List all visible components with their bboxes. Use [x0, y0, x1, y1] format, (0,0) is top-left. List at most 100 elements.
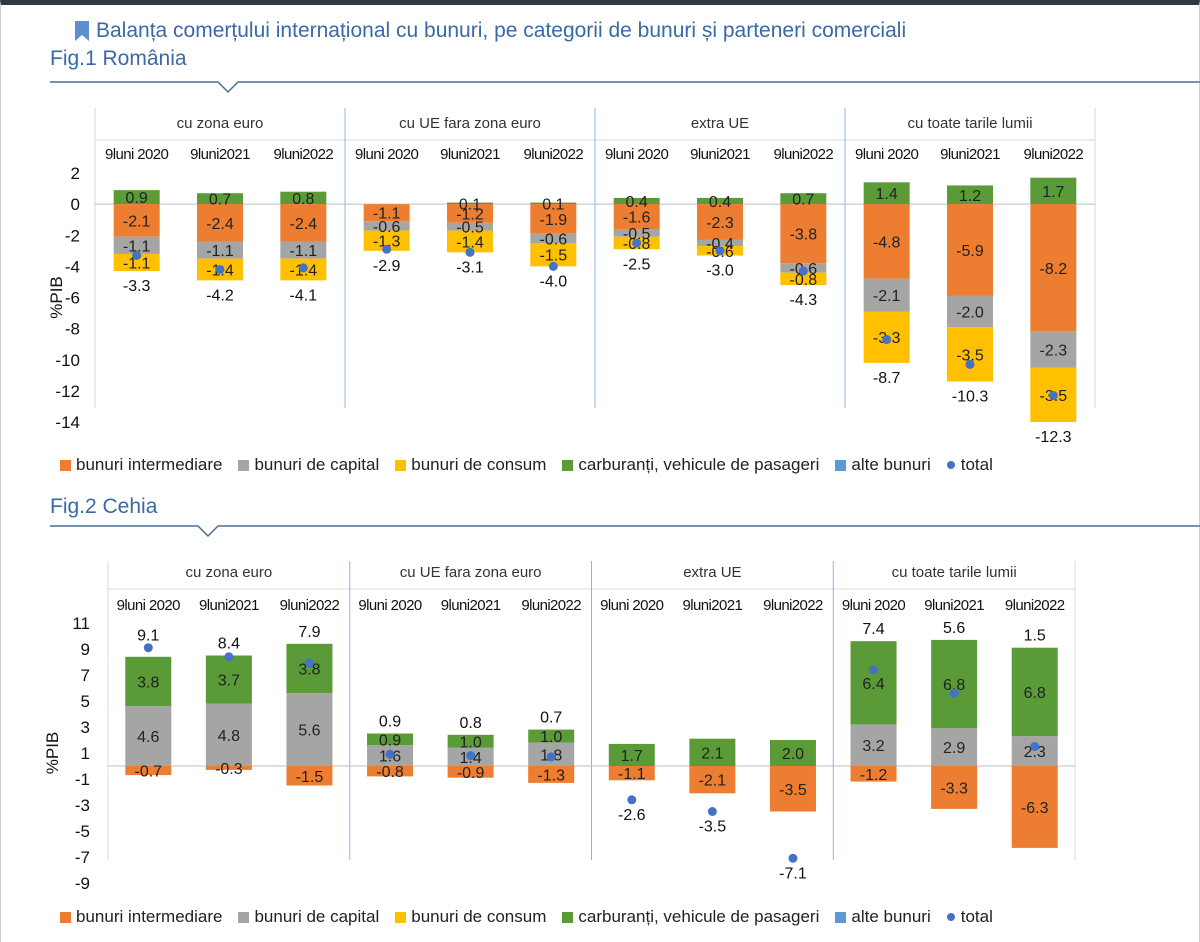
legend-label: alte bunuri — [851, 907, 931, 926]
group-header: cu UE fara zona euro — [399, 115, 541, 132]
period-label: 9luni2021 — [440, 146, 500, 163]
bar-segment-carburanti — [528, 729, 575, 743]
total-marker — [869, 665, 879, 675]
bar-segment-bunuri_intermediare — [447, 766, 494, 778]
total-label: -4.0 — [540, 273, 568, 290]
y-tick-label: 2 — [71, 164, 80, 183]
total-label: -3.5 — [699, 819, 727, 836]
data-label: -0.6 — [540, 231, 568, 248]
legend-swatch — [835, 911, 847, 923]
bar-segment-bunuri_intermediare — [697, 204, 743, 240]
bar-segment-carburanti — [863, 182, 910, 205]
period-label: 9luni2022 — [1023, 146, 1083, 163]
y-tick-label: 11 — [72, 614, 90, 633]
legend-swatch — [60, 911, 71, 923]
bar-segment-carburanti — [1030, 177, 1077, 205]
data-label: -8.2 — [1040, 261, 1068, 278]
data-label: 0.9 — [126, 190, 148, 207]
legend-item-bunuri_intermediare: bunuri intermediare — [60, 907, 222, 927]
y-axis-label: %PIB — [43, 732, 62, 775]
legend-romania: bunuri intermediare bunuri de capital bunu… — [60, 455, 1009, 475]
legend-label: bunuri intermediare — [76, 907, 223, 926]
legend-item-total: total — [946, 455, 993, 475]
bar-segment-bunuri_de_capital — [530, 233, 577, 244]
data-label: -0.8 — [376, 764, 404, 781]
legend-label: bunuri de consum — [411, 907, 547, 926]
data-label: 2.9 — [943, 740, 965, 757]
total-label: 1.5 — [1024, 628, 1046, 645]
figure-2-rule — [50, 525, 1200, 538]
total-marker — [132, 250, 142, 260]
data-label: -2.3 — [1040, 343, 1068, 360]
figure-2-label: Fig.2 Cehia — [50, 495, 158, 518]
bar-segment-carburanti — [205, 655, 252, 704]
legend-label: total — [960, 907, 993, 926]
total-label: -2.9 — [373, 258, 401, 275]
data-label: 3.8 — [137, 675, 159, 692]
data-label: -0.9 — [457, 765, 485, 782]
data-label: -3.5 — [779, 782, 807, 799]
legend-swatch — [395, 459, 407, 471]
chart-cehia: cu zona euro cu UE fara zona euro extra UE… — [43, 561, 1076, 893]
total-marker — [143, 643, 153, 653]
bar-segment-carburanti — [280, 191, 327, 205]
legend-cehia: bunuri intermediare bunuri de capital bunu… — [60, 907, 1009, 927]
legend-item-alte_bunuri: alte bunuri — [835, 907, 931, 927]
data-label: -2.1 — [873, 288, 901, 305]
period-label: 9luni2021 — [683, 597, 743, 614]
data-label: 0.8 — [292, 191, 314, 208]
total-marker — [385, 749, 395, 759]
legend-label: bunuri de consum — [411, 455, 547, 474]
data-label: -1.5 — [540, 248, 568, 265]
legend-label: bunuri intermediare — [76, 455, 223, 474]
data-label: 0.9 — [379, 732, 401, 749]
total-label: -3.1 — [456, 259, 484, 276]
bar-segment-bunuri_intermediare — [286, 766, 333, 786]
total-label: -8.7 — [873, 370, 901, 387]
bar-segment-bunuri_intermediare — [863, 204, 910, 279]
data-label: -0.6 — [373, 219, 401, 236]
total-label: -2.5 — [623, 256, 651, 273]
period-label: 9luni2022 — [273, 146, 333, 163]
total-marker — [466, 751, 476, 761]
data-label: 4.8 — [218, 728, 240, 745]
data-label: -1.1 — [373, 206, 401, 223]
bar-segment-bunuri_de_capital — [931, 728, 978, 766]
bar-segment-carburanti — [447, 202, 493, 205]
data-label: -1.3 — [537, 767, 565, 784]
total-label: 9.1 — [137, 628, 159, 645]
y-tick-label: -12 — [55, 382, 80, 401]
data-label: -1.4 — [456, 234, 484, 251]
total-label: 8.4 — [218, 636, 240, 653]
total-marker — [627, 795, 637, 805]
period-label: 9luni 2020 — [855, 146, 918, 163]
bar-segment-bunuri_intermediare — [780, 204, 827, 264]
bar-segment-bunuri_de_consum — [780, 272, 827, 286]
period-label: 9luni2021 — [190, 146, 250, 163]
y-tick-label: -10 — [55, 351, 80, 370]
bar-segment-carburanti — [113, 190, 160, 205]
data-label: -1.2 — [860, 767, 888, 784]
bar-segment-bunuri_intermediare — [447, 204, 493, 223]
total-label: 0.9 — [379, 714, 401, 731]
total-marker — [882, 335, 892, 345]
bar-segment-carburanti — [447, 734, 494, 748]
data-label: -2.0 — [956, 305, 984, 322]
bar-segment-bunuri_de_capital — [863, 278, 910, 312]
period-label: 9luni2022 — [773, 146, 833, 163]
y-tick-label: -6 — [65, 289, 80, 308]
bar-segment-bunuri_intermediare — [125, 766, 172, 776]
total-label: -3.3 — [123, 278, 151, 295]
bar-segment-carburanti — [367, 733, 414, 746]
bar-segment-carburanti — [697, 197, 743, 205]
y-tick-label: -14 — [55, 413, 80, 432]
legend-label: alte bunuri — [851, 455, 931, 474]
legend-swatch — [946, 461, 955, 469]
total-marker — [465, 247, 475, 257]
total-marker — [1030, 742, 1040, 751]
total-marker — [304, 658, 314, 668]
data-label: 2.3 — [1024, 744, 1046, 761]
data-label: -1.1 — [123, 238, 151, 255]
legend-swatch — [60, 459, 71, 471]
period-label: 9luni2021 — [924, 597, 984, 614]
